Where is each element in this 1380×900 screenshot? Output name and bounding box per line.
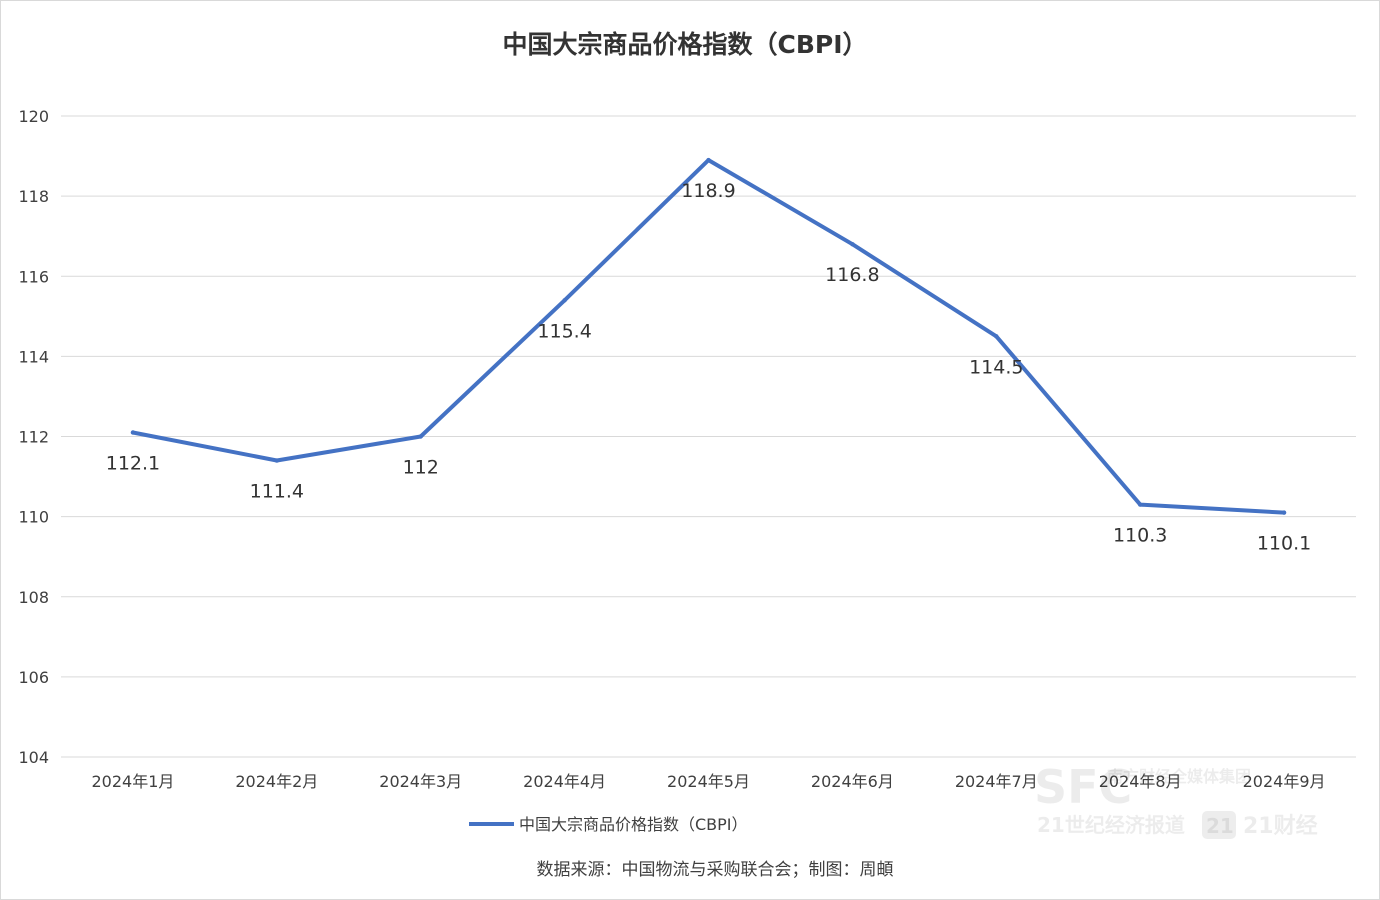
data-label: 114.5 [969, 356, 1023, 378]
watermark: SFC 南方财经全媒体集团 21世纪经济报道 21 21财经 [1034, 760, 1318, 839]
watermark-brand-top: 南方财经全媒体集团 [1107, 767, 1251, 786]
data-label: 115.4 [537, 320, 591, 342]
x-tick-label: 2024年5月 [667, 772, 750, 791]
watermark-brand-cn: 21世纪经济报道 [1037, 813, 1185, 837]
data-label: 112.1 [106, 452, 160, 474]
series-layer [130, 157, 1287, 515]
data-point [850, 242, 855, 247]
y-tick-label: 120 [18, 107, 49, 126]
watermark-app-name: 21财经 [1243, 813, 1318, 839]
x-tick-label: 2024年9月 [1243, 772, 1326, 791]
data-label: 112 [403, 457, 439, 479]
y-axis-ticks: 104 106 108 110 112 114 116 118 120 [18, 107, 49, 767]
watermark-21-text: 21 [1206, 814, 1234, 838]
data-label: 110.1 [1257, 533, 1311, 555]
y-tick-label: 108 [18, 588, 49, 607]
y-tick-label: 114 [18, 347, 49, 366]
chart-title: 中国大宗商品价格指数（CBPI） [502, 30, 867, 59]
data-point [994, 334, 999, 339]
y-tick-label: 112 [18, 428, 49, 447]
y-tick-label: 110 [18, 508, 49, 527]
data-label: 110.3 [1113, 525, 1167, 547]
data-label: 118.9 [681, 180, 735, 202]
data-labels: 112.1 111.4 112 115.4 118.9 116.8 114.5 110.3 11… [106, 180, 1312, 555]
source-note: 数据来源：中国物流与采购联合会；制图：周頔 [537, 860, 894, 880]
y-tick-label: 106 [18, 668, 49, 687]
data-point [418, 434, 423, 439]
x-tick-label: 2024年1月 [91, 772, 174, 791]
grid-lines [61, 115, 1356, 758]
y-tick-label: 116 [18, 267, 49, 286]
x-tick-label: 2024年8月 [1099, 772, 1182, 791]
legend[interactable]: 中国大宗商品价格指数（CBPI） [469, 815, 748, 834]
data-label: 116.8 [825, 264, 879, 286]
x-tick-label: 2024年4月 [523, 772, 606, 791]
series-line [130, 158, 1287, 515]
data-point [1281, 510, 1287, 515]
data-label: 111.4 [250, 481, 304, 503]
watermark-21-badge [1202, 811, 1236, 839]
data-point [274, 458, 280, 463]
data-point [562, 298, 567, 303]
x-axis-ticks: 2024年1月 2024年2月 2024年3月 2024年4月 2024年5月 2024年… [91, 772, 1325, 791]
data-point [706, 157, 711, 163]
legend-label: 中国大宗商品价格指数（CBPI） [519, 815, 748, 834]
x-tick-label: 2024年7月 [955, 772, 1038, 791]
x-tick-label: 2024年3月 [379, 772, 462, 791]
y-tick-label: 118 [18, 187, 49, 206]
y-tick-label: 104 [18, 748, 49, 767]
data-point [1137, 502, 1143, 507]
x-tick-label: 2024年6月 [811, 772, 894, 791]
data-point [130, 430, 136, 435]
x-tick-label: 2024年2月 [235, 772, 318, 791]
watermark-logo: SFC [1034, 760, 1132, 814]
